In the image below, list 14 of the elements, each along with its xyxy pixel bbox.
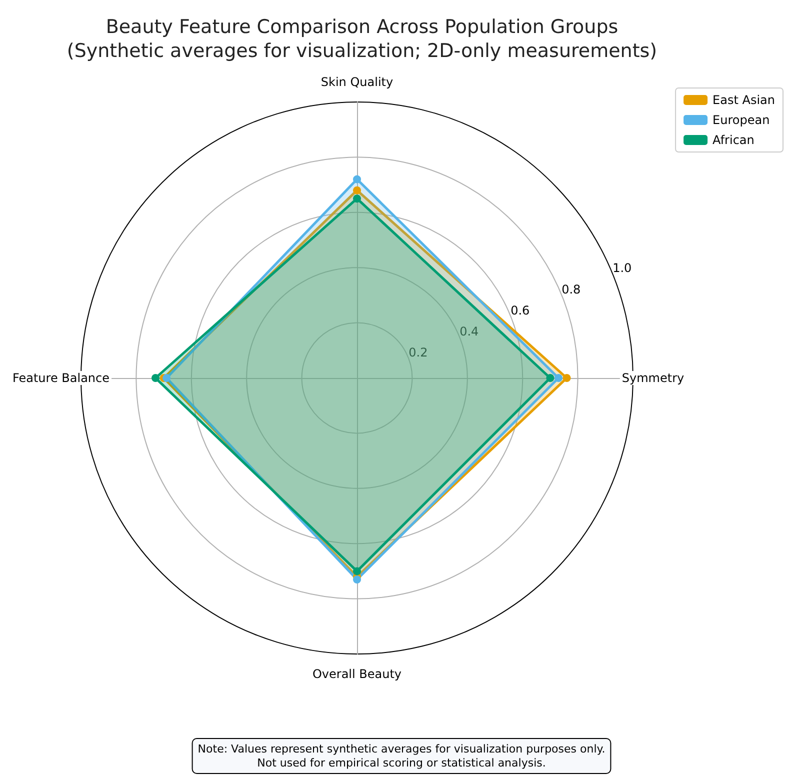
y-tick-label: 0.2 xyxy=(408,346,428,360)
spoke-label: Overall Beauty xyxy=(312,667,402,681)
legend-label: European xyxy=(712,113,770,127)
legend-label: East Asian xyxy=(712,93,776,107)
y-tick-label: 0.6 xyxy=(510,303,530,318)
y-tick-label: 0.4 xyxy=(460,324,479,339)
spoke-label: Feature Balance xyxy=(12,371,110,385)
y-tick-label: 1.0 xyxy=(612,261,632,276)
legend-label: African xyxy=(712,133,754,147)
chart-title: Beauty Feature Comparison Across Population Groups (Synthetic averages for visualization; 2D-only measurements) xyxy=(66,16,658,62)
spoke-label: Skin Quality xyxy=(320,75,394,89)
text: Note: Values represent synthetic averages for visualization purposes only. Not used for empirical scoring or statistical analysis. xyxy=(198,742,606,770)
spoke-label: Symmetry xyxy=(622,371,684,385)
y-tick-label: 0.8 xyxy=(562,282,581,296)
